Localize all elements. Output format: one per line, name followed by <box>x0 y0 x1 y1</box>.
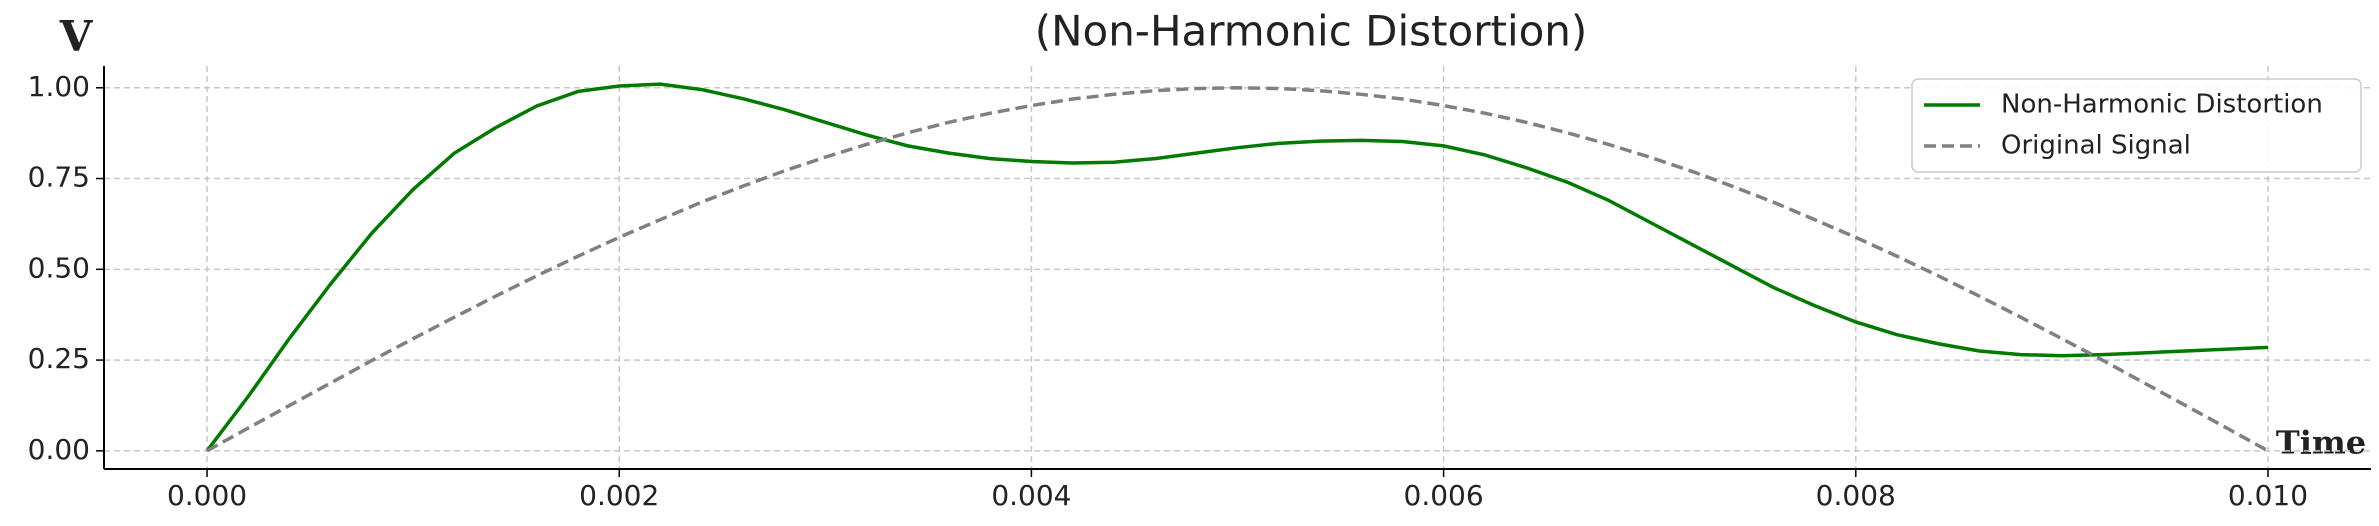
x-tick-label: 0.004 <box>991 479 1071 512</box>
series-line <box>206 86 2269 453</box>
series-line <box>205 82 2269 452</box>
chart-title: (Non-Harmonic Distortion) <box>1035 7 1588 56</box>
x-tick-label: 0.008 <box>1816 479 1896 512</box>
x-tick-label: 0.010 <box>2228 479 2308 512</box>
y-tick-label: 0.50 <box>28 251 90 284</box>
legend: Non-Harmonic Distortion Original Signal <box>1911 78 2362 173</box>
x-axis-label: Time <box>2276 424 2366 462</box>
legend-box <box>1911 78 2362 173</box>
x-tick-label: 0.000 <box>167 479 247 512</box>
y-tick-label: 0.25 <box>28 342 90 375</box>
legend-label: Non-Harmonic Distortion <box>2001 90 2323 120</box>
y-tick-label: 1.00 <box>28 70 90 103</box>
y-tick-label: 0.00 <box>28 433 90 466</box>
x-tick-label: 0.006 <box>1404 479 1484 512</box>
y-tick-label: 0.75 <box>28 161 90 194</box>
legend-label: Original Signal <box>2001 131 2191 161</box>
y-axis-label: V <box>59 12 94 61</box>
x-tick-label: 0.002 <box>579 479 659 512</box>
